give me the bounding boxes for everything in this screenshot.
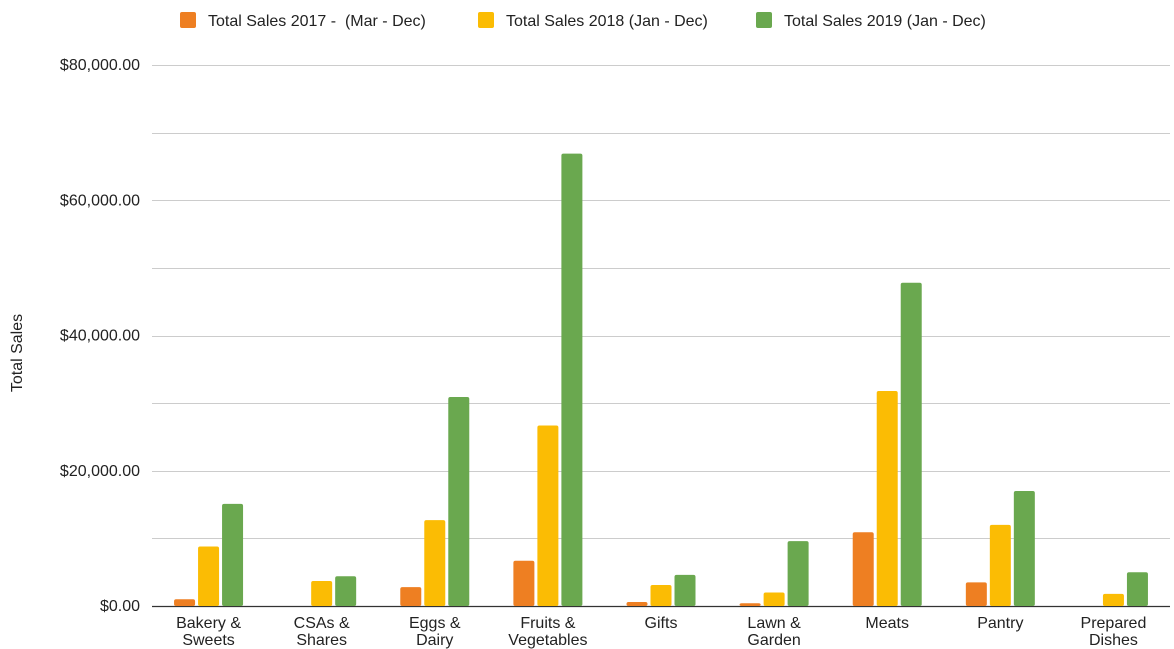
legend-label[interactable]: Total Sales 2019 (Jan - Dec)	[784, 13, 986, 30]
bar-3-5[interactable]	[674, 574, 696, 606]
bar-3-6[interactable]	[787, 541, 809, 606]
bar-1-7[interactable]	[852, 532, 874, 606]
bar-3-8[interactable]	[1013, 491, 1035, 606]
y-tick-label: $20,000.00	[60, 463, 140, 480]
x-category-label: Pantry	[977, 615, 1023, 632]
bar-3-7[interactable]	[900, 282, 922, 606]
bar-2-5[interactable]	[650, 585, 672, 606]
bar-2-4[interactable]	[537, 425, 559, 606]
legend-label[interactable]: Total Sales 2018 (Jan - Dec)	[506, 13, 708, 30]
bar-1-8[interactable]	[965, 582, 987, 606]
bar-2-1[interactable]	[198, 546, 220, 606]
bar-2-6[interactable]	[763, 592, 785, 606]
bar-2-2[interactable]	[311, 580, 333, 606]
y-tick-label: $40,000.00	[60, 328, 140, 345]
legend-swatch	[180, 12, 196, 28]
legend-label[interactable]: Total Sales 2017 - (Mar - Dec)	[208, 13, 426, 30]
bar-1-3[interactable]	[400, 587, 422, 606]
bar-3-9[interactable]	[1126, 572, 1148, 606]
bar-1-1[interactable]	[174, 599, 196, 606]
bar-1-6[interactable]	[739, 603, 761, 606]
y-tick-label: $80,000.00	[60, 57, 140, 74]
bar-2-8[interactable]	[989, 524, 1011, 606]
bar-1-5[interactable]	[626, 601, 648, 606]
y-tick-label: $60,000.00	[60, 192, 140, 209]
bar-3-3[interactable]	[448, 397, 470, 606]
y-axis-ticks: $0.00 $20,000.00 $40,000.00 $60,000.00 $80,0…	[60, 57, 140, 615]
chart-gridlines	[152, 65, 1170, 608]
legend-swatch	[756, 12, 772, 28]
x-category-label: Meats	[865, 615, 909, 632]
chart-bars	[174, 153, 1148, 606]
x-category-label: Lawn & Garden	[747, 615, 801, 649]
bar-2-3[interactable]	[424, 520, 446, 606]
bar-2-9[interactable]	[1102, 593, 1124, 606]
x-category-label: Gifts	[645, 615, 678, 632]
chart-legend: Total Sales 2017 - (Mar - Dec) Total Sale…	[180, 12, 986, 30]
bar-1-4[interactable]	[513, 560, 535, 606]
legend-swatch	[478, 12, 494, 28]
x-category-label: CSAs & Shares	[294, 615, 350, 649]
x-category-label: Eggs & Dairy	[409, 615, 461, 649]
bar-2-7[interactable]	[876, 390, 898, 606]
bar-3-2[interactable]	[335, 576, 357, 606]
x-category-label: Bakery & Sweets	[176, 615, 241, 649]
x-axis-labels: Bakery & Sweets CSAs & Shares Eggs & Dairy Fru…	[176, 615, 1146, 649]
bar-3-4[interactable]	[561, 153, 583, 606]
y-tick-label: $0.00	[100, 598, 140, 615]
x-category-label: Fruits & Vegetables	[508, 615, 587, 649]
x-category-label: Prepared Dishes	[1081, 615, 1147, 649]
bar-3-1[interactable]	[222, 503, 244, 606]
y-axis-title: Total Sales	[9, 314, 26, 392]
